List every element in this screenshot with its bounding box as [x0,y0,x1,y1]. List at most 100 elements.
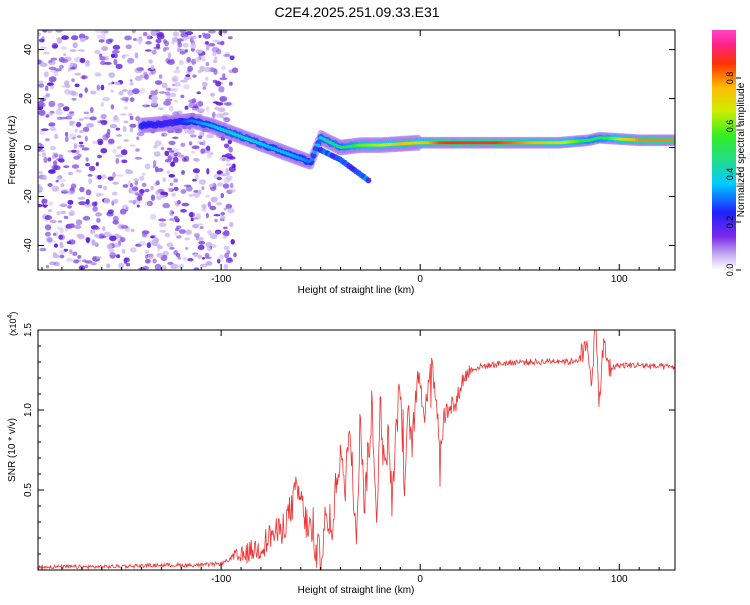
noise-blob [175,66,180,70]
noise-blob [97,138,104,144]
noise-blob [205,212,209,219]
noise-blob [206,106,210,112]
noise-blob [44,215,52,221]
noise-blob [51,185,60,192]
noise-blob [54,243,58,248]
noise-blob [67,190,75,195]
noise-blob [79,129,84,134]
noise-blob [73,224,82,229]
noise-blob [171,192,176,197]
noise-blob [59,203,68,208]
noise-blob [39,62,48,67]
noise-blob [169,218,174,221]
noise-blob [178,263,185,269]
noise-blob [135,38,144,42]
noise-blob [181,36,188,41]
noise-blob [155,38,162,44]
noise-blob [150,90,156,97]
noise-blob [99,119,104,124]
noise-blob [67,205,72,209]
noise-blob [57,226,61,231]
noise-blob [125,168,130,174]
noise-blob [61,35,69,40]
noise-blob [38,109,46,116]
noise-blob [59,250,66,255]
noise-blob [96,34,104,39]
noise-blob [163,39,167,44]
noise-blob [197,189,202,195]
noise-blob [169,209,175,216]
noise-blob [46,30,53,33]
noise-blob [182,157,187,162]
noise-blob [123,120,129,124]
noise-blob [145,41,152,45]
y-tick-label: 20 [23,93,34,105]
noise-blob [154,166,159,173]
noise-blob [212,59,218,64]
noise-blob [207,201,212,208]
noise-blob [220,211,225,216]
noise-blob [67,68,71,73]
noise-blob [145,258,151,264]
noise-blob [201,207,207,212]
noise-blob [78,201,87,206]
noise-blob [63,215,69,220]
noise-blob [112,181,120,185]
noise-blob [172,77,177,83]
noise-blob [108,72,116,78]
noise-blob [214,106,220,111]
noise-blob [139,175,145,181]
spectrogram-noise-field [38,30,239,270]
noise-blob [166,95,171,99]
noise-blob [209,205,217,211]
noise-blob [141,182,147,187]
noise-blob [164,158,172,163]
noise-blob [155,30,160,33]
noise-blob [60,210,66,214]
noise-blob [54,133,59,139]
noise-blob [65,258,74,262]
noise-blob [146,242,152,249]
noise-blob [194,158,200,162]
noise-blob [50,145,56,151]
branch-cell [365,177,372,184]
figure-title: C2E4.2025.251.09.33.E31 [274,4,439,20]
ridge-core [315,143,321,147]
noise-blob [231,67,239,74]
noise-blob [208,184,214,188]
noise-blob [41,152,47,158]
noise-blob [73,143,78,150]
noise-blob [192,178,197,182]
noise-blob [213,214,221,217]
colorbar: 0.0 0.2 0.4 0.6 0.8 Normalized spectral ampl… [712,30,747,276]
noise-blob [125,262,131,267]
noise-blob [226,175,233,181]
noise-blob [87,174,93,177]
y-tick-label: 1.0 [23,403,34,417]
noise-blob [133,178,140,182]
noise-blob [138,39,143,45]
noise-blob [69,249,73,255]
noise-blob [222,234,227,240]
noise-blob [229,81,233,86]
noise-blob [53,261,60,267]
noise-blob [112,172,116,178]
noise-blob [169,92,177,98]
noise-blob [55,108,63,116]
noise-blob [129,123,137,128]
noise-blob [192,35,197,40]
noise-blob [56,158,62,161]
noise-blob [158,74,163,79]
noise-blob [85,236,91,243]
noise-blob [103,231,111,237]
noise-blob [112,44,121,50]
snr-scale-label: (x104) [7,312,18,336]
noise-blob [144,163,151,170]
noise-blob [70,183,77,189]
noise-blob [208,43,216,47]
spectrogram-panel: -100 0 100 -40 -20 0 20 40 Height of straight … [7,29,676,296]
y-tick-label: 1.5 [23,323,34,337]
noise-blob [72,42,78,49]
noise-blob [93,241,98,246]
noise-blob [180,142,186,147]
